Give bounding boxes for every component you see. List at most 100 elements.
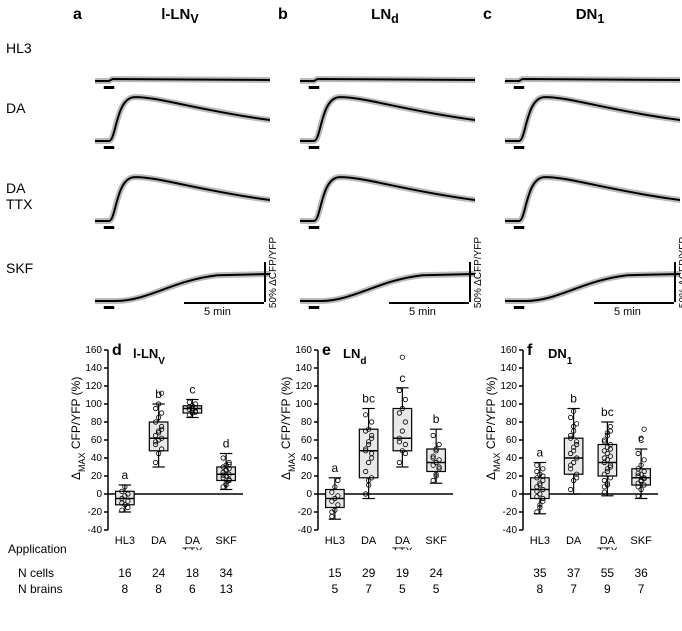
ncells-d-1: 24 [147, 566, 171, 580]
table-label-nbrains: N brains [18, 582, 63, 596]
svg-text:TTX: TTX [392, 546, 413, 550]
trace-lLNv-DA [95, 90, 270, 150]
svg-text:140: 140 [295, 363, 312, 374]
ncells-f-2: 55 [595, 566, 619, 580]
svg-text:TTX: TTX [182, 546, 203, 550]
svg-text:40: 40 [301, 453, 313, 464]
nbrains-d-2: 6 [180, 582, 204, 596]
row-label-HL3: HL3 [6, 40, 32, 56]
svg-text:100: 100 [85, 399, 102, 410]
scalebar-x-label: 5 min [614, 306, 641, 318]
scalebar-y-label: 50% ΔCFP/YFP [268, 237, 279, 308]
svg-text:c: c [638, 432, 644, 446]
svg-text:LNd: LNd [343, 346, 366, 367]
svg-text:bc: bc [362, 392, 375, 406]
svg-text:d: d [223, 437, 230, 451]
stim-bar [514, 146, 525, 149]
trace-LNd-DATTX [300, 170, 475, 230]
svg-text:20: 20 [301, 471, 313, 482]
svg-text:b: b [433, 412, 440, 426]
svg-text:0: 0 [306, 489, 312, 500]
trace-lLNv-SKF [95, 250, 270, 310]
svg-text:ΔMAX CFP/YFP (%): ΔMAX CFP/YFP (%) [280, 377, 297, 480]
svg-text:20: 20 [506, 471, 518, 482]
nbrains-f-3: 7 [629, 582, 653, 596]
svg-text:HL3: HL3 [530, 535, 550, 547]
svg-text:c: c [399, 371, 405, 385]
row-label-DA: DA [6, 100, 25, 116]
svg-text:0: 0 [96, 489, 102, 500]
stim-bar [309, 306, 320, 309]
svg-text:ΔMAX CFP/YFP (%): ΔMAX CFP/YFP (%) [485, 377, 502, 480]
trace-lLNv-DATTX [95, 170, 270, 230]
svg-text:SKF: SKF [215, 535, 237, 547]
stim-bar [309, 226, 320, 229]
trace-DN1-SKF [505, 250, 680, 310]
boxplot-d: l-LNV-40-20020406080100120140160ΔMAX CFP… [70, 340, 255, 550]
stim-bar [104, 146, 115, 149]
nbrains-d-1: 8 [147, 582, 171, 596]
boxplot-e: LNd-40-20020406080100120140160ΔMAX CFP/Y… [280, 340, 465, 550]
svg-text:120: 120 [295, 381, 312, 392]
svg-text:80: 80 [91, 417, 103, 428]
stim-bar [104, 306, 115, 309]
scalebar-y [264, 262, 266, 302]
svg-text:160: 160 [85, 345, 102, 356]
ncells-e-1: 29 [357, 566, 381, 580]
svg-text:40: 40 [506, 453, 518, 464]
svg-text:100: 100 [500, 399, 517, 410]
svg-text:c: c [189, 383, 195, 397]
ncells-f-1: 37 [562, 566, 586, 580]
col-title-lLNv: l-LNV [90, 6, 270, 26]
scalebar-y-label: 50% ΔCFP/YFP [678, 237, 682, 308]
scalebar-y-label: 50% ΔCFP/YFP [473, 237, 484, 308]
svg-text:140: 140 [85, 363, 102, 374]
stim-bar [309, 86, 320, 89]
stim-bar [514, 86, 525, 89]
svg-text:a: a [122, 468, 129, 482]
ncells-d-2: 18 [180, 566, 204, 580]
scalebar-y [674, 262, 676, 302]
svg-text:a: a [332, 461, 339, 475]
scalebar-x [184, 302, 264, 304]
scalebar-y [469, 262, 471, 302]
svg-text:-40: -40 [298, 525, 313, 536]
row-label-SKF: SKF [6, 260, 33, 276]
svg-text:60: 60 [506, 435, 518, 446]
scalebar-x-label: 5 min [204, 306, 231, 318]
svg-text:DA: DA [151, 535, 167, 547]
col-title-LNd: LNd [295, 6, 475, 26]
panel-label-a: a [73, 6, 82, 24]
trace-DN1-HL3 [505, 30, 680, 90]
svg-text:DN1: DN1 [548, 346, 573, 367]
svg-text:-40: -40 [88, 525, 103, 536]
svg-text:DA: DA [361, 535, 377, 547]
nbrains-f-1: 7 [562, 582, 586, 596]
ncells-e-0: 15 [323, 566, 347, 580]
svg-text:HL3: HL3 [325, 535, 345, 547]
trace-LNd-DA [300, 90, 475, 150]
svg-text:80: 80 [301, 417, 313, 428]
svg-text:SKF: SKF [425, 535, 447, 547]
ncells-f-0: 35 [528, 566, 552, 580]
svg-text:60: 60 [91, 435, 103, 446]
svg-text:-40: -40 [503, 525, 518, 536]
col-title-DN1: DN1 [500, 6, 680, 26]
boxplot-f: DN1-40-20020406080100120140160ΔMAX CFP/Y… [485, 340, 670, 550]
stim-bar [514, 226, 525, 229]
nbrains-e-0: 5 [323, 582, 347, 596]
svg-text:140: 140 [500, 363, 517, 374]
scalebar-x [594, 302, 674, 304]
stim-bar [104, 86, 115, 89]
svg-text:120: 120 [500, 381, 517, 392]
table-label-application: Application [8, 542, 67, 556]
svg-text:-20: -20 [298, 507, 313, 518]
svg-text:-20: -20 [503, 507, 518, 518]
nbrains-d-0: 8 [113, 582, 137, 596]
trace-lLNv-HL3 [95, 30, 270, 90]
svg-text:40: 40 [91, 453, 103, 464]
svg-text:b: b [155, 387, 162, 401]
svg-text:TTX: TTX [597, 546, 618, 550]
nbrains-f-0: 8 [528, 582, 552, 596]
nbrains-f-2: 9 [595, 582, 619, 596]
